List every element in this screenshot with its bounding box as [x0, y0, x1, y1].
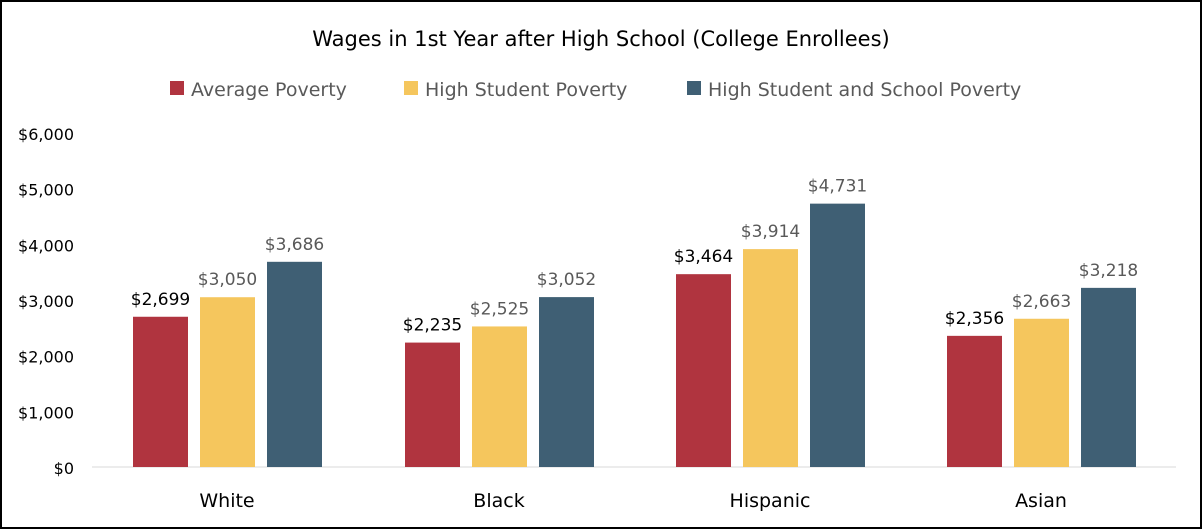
x-category-label: Black [473, 490, 524, 512]
y-tick-label: $3,000 [18, 292, 74, 311]
y-tick-label: $6,000 [18, 125, 74, 144]
y-tick-label: $5,000 [18, 181, 74, 200]
y-tick-label: $0 [54, 459, 74, 478]
data-label: $2,699 [131, 290, 190, 310]
bar [405, 342, 460, 467]
bar [133, 316, 188, 467]
data-label: $3,914 [741, 222, 800, 242]
chart-title: Wages in 1st Year after High School (Col… [312, 27, 889, 51]
x-category-label: Hispanic [730, 490, 811, 512]
bar [200, 297, 255, 467]
data-label: $3,464 [674, 247, 733, 267]
data-label: $2,235 [403, 316, 462, 336]
y-tick-label: $1,000 [18, 403, 74, 422]
legend-label: Average Poverty [191, 79, 347, 101]
bar [810, 203, 865, 468]
legend-label: High Student and School Poverty [708, 79, 1021, 101]
bar [1014, 318, 1069, 467]
legend-swatch [687, 81, 701, 95]
bar [472, 326, 527, 467]
data-label: $3,218 [1079, 261, 1138, 281]
bar [743, 249, 798, 467]
bar [539, 297, 594, 467]
x-category-label: Asian [1015, 490, 1067, 512]
data-label: $3,050 [198, 270, 257, 290]
bar [676, 274, 731, 467]
legend-label: High Student Poverty [425, 79, 627, 101]
data-label: $3,686 [265, 235, 324, 255]
data-label: $2,663 [1012, 292, 1071, 312]
x-category-label: White [199, 490, 254, 512]
bar [947, 335, 1002, 467]
data-label: $3,052 [537, 270, 596, 290]
legend-swatch [170, 81, 184, 95]
bar [1081, 287, 1136, 467]
data-label: $2,525 [470, 299, 529, 319]
legend-swatch [404, 81, 418, 95]
data-label: $2,356 [945, 309, 1004, 329]
bar [267, 261, 322, 467]
y-tick-label: $2,000 [18, 348, 74, 367]
data-label: $4,731 [808, 177, 867, 197]
y-tick-label: $4,000 [18, 236, 74, 255]
